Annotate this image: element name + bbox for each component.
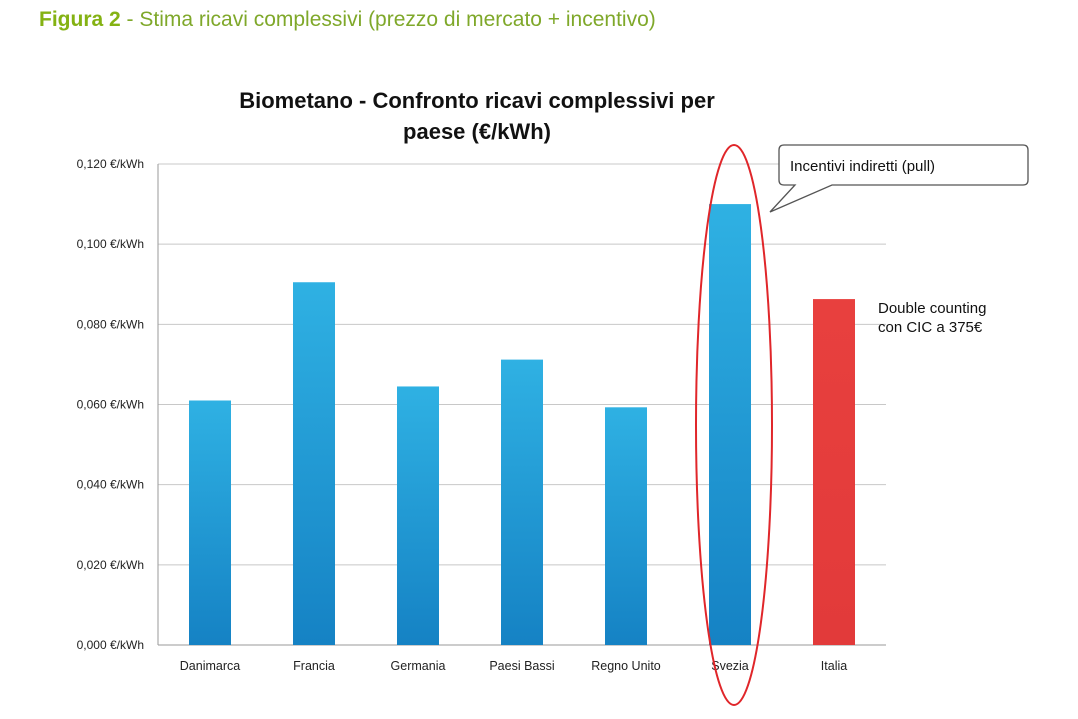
bar-francia xyxy=(293,282,335,645)
chart-title-line-2: paese (€/kWh) xyxy=(403,119,551,144)
gridlines xyxy=(157,163,886,646)
x-tick-label: Svezia xyxy=(711,659,749,673)
x-tick-label: Regno Unito xyxy=(591,659,661,673)
y-tick-label: 0,120 €/kWh xyxy=(77,157,144,171)
x-tick-label: Paesi Bassi xyxy=(489,659,554,673)
callout-text: Incentivi indiretti (pull) xyxy=(790,158,935,175)
italia-note-line-2: con CIC a 375€ xyxy=(878,319,983,336)
x-tick-label: Italia xyxy=(821,659,847,673)
y-tick-label: 0,100 €/kWh xyxy=(77,237,144,251)
x-tick-label: Danimarca xyxy=(180,659,240,673)
bar-danimarca xyxy=(189,400,231,645)
bar-italia xyxy=(813,299,855,645)
bar-regno-unito xyxy=(605,407,647,645)
chart-title-line-1: Biometano - Confronto ricavi complessivi… xyxy=(239,88,715,113)
italia-note-line-1: Double counting xyxy=(878,300,986,317)
y-tick-label: 0,000 €/kWh xyxy=(77,638,144,652)
y-tick-label: 0,020 €/kWh xyxy=(77,558,144,572)
y-tick-label: 0,080 €/kWh xyxy=(77,317,144,331)
bar-germania xyxy=(397,386,439,645)
x-tick-label: Francia xyxy=(293,659,335,673)
bar-paesi-bassi xyxy=(501,359,543,645)
bars xyxy=(189,204,855,646)
x-axis-ticks: Danimarca Francia Germania Paesi Bassi Regno… xyxy=(180,659,847,673)
x-tick-label: Germania xyxy=(391,659,446,673)
figure-caption: Figura 2 - Stima ricavi complessivi (pre… xyxy=(39,7,656,33)
figure-label: Figura 2 xyxy=(39,8,121,31)
y-axis-ticks: 0,000 €/kWh 0,020 €/kWh 0,040 €/kWh 0,060 €… xyxy=(77,157,144,652)
y-tick-label: 0,060 €/kWh xyxy=(77,398,144,412)
figure-caption-text: - Stima ricavi complessivi (prezzo di me… xyxy=(120,8,656,31)
highlight-ellipse xyxy=(695,144,773,706)
y-tick-label: 0,040 €/kWh xyxy=(77,478,144,492)
bar-svezia xyxy=(709,204,751,646)
annotations: Incentivi indiretti (pull) Double counti… xyxy=(695,144,1029,706)
callout-bubble xyxy=(769,144,1029,213)
